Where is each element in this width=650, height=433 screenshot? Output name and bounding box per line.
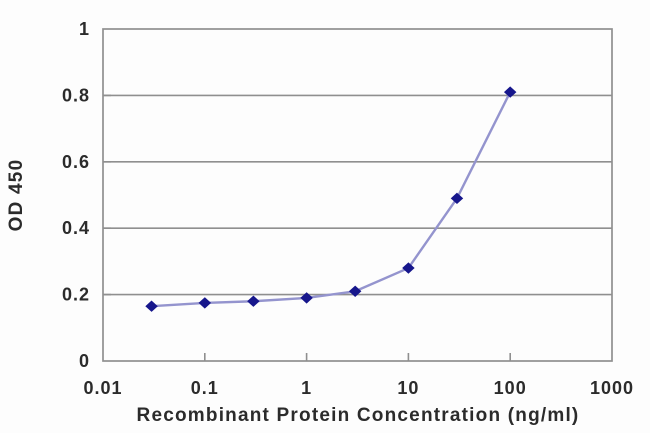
data-point-marker-0.3 <box>247 295 260 307</box>
y-tick-label-0.6: 0.6 <box>62 152 90 172</box>
data-point-marker-1 <box>300 292 313 304</box>
y-axis-title: OD 450 <box>6 159 27 232</box>
x-tick-label-100: 100 <box>494 378 527 398</box>
series-line <box>150 90 512 308</box>
axis-tick-marks <box>103 94 512 361</box>
gridlines <box>103 94 612 296</box>
x-tick-labels: 0.01 0.1 1 10 100 1000 <box>83 378 634 398</box>
y-tick-label-0.4: 0.4 <box>62 218 90 238</box>
y-tick-label-0.8: 0.8 <box>62 85 90 105</box>
data-point-marker-30 <box>450 192 464 204</box>
y-tick-labels: 0 0.2 0.4 0.6 0.8 1 <box>62 19 90 371</box>
data-point-marker-100 <box>503 86 517 98</box>
x-tick-label-1000: 1000 <box>590 378 634 398</box>
data-point-marker-3 <box>348 285 362 297</box>
plot-frame <box>102 28 613 362</box>
y-tick-label-1: 1 <box>79 19 90 39</box>
data-series <box>145 86 517 312</box>
x-tick-label-10: 10 <box>397 378 419 398</box>
data-point-marker-0.1 <box>198 297 212 309</box>
x-tick-label-1: 1 <box>301 378 312 398</box>
x-tick-label-0.01: 0.01 <box>83 378 122 398</box>
y-tick-label-0.2: 0.2 <box>62 285 90 305</box>
data-point-marker-10 <box>402 262 415 274</box>
data-point-marker-0.03 <box>145 300 158 312</box>
plot-border <box>102 28 613 362</box>
x-tick-label-0.1: 0.1 <box>191 378 219 398</box>
x-axis-title: Recombinant Protein Concentration (ng/ml… <box>137 405 580 426</box>
y-tick-label-0: 0 <box>79 351 90 371</box>
